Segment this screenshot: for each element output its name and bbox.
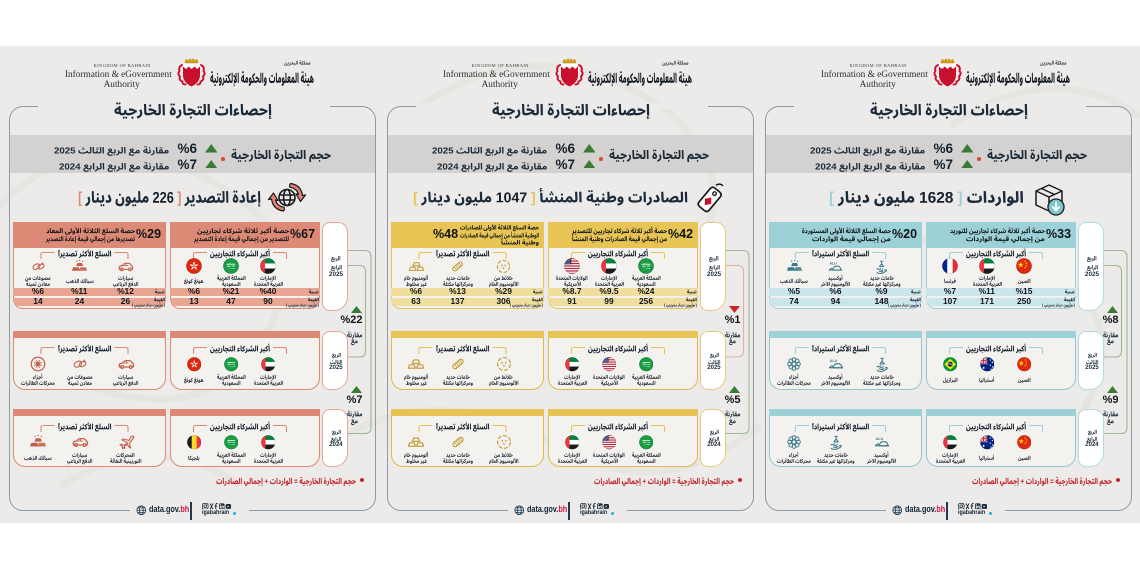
- svg-text:ALU: ALU: [829, 261, 837, 265]
- svg-text:ALU: ALU: [875, 437, 883, 441]
- svg-text:ALU: ALU: [829, 359, 837, 363]
